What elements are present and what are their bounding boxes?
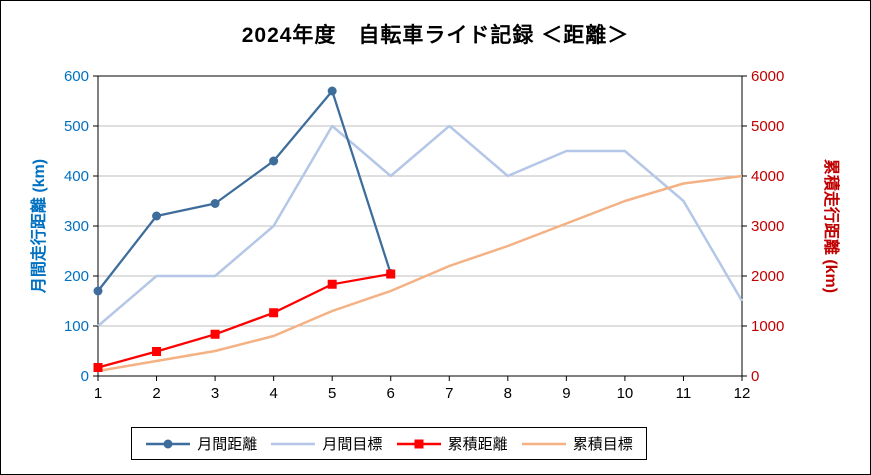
x-axis-tick-label: 9 bbox=[562, 385, 570, 402]
left-axis-tick-label: 300 bbox=[64, 218, 89, 235]
series-月間距離 bbox=[93, 86, 396, 296]
series-line bbox=[97, 272, 391, 369]
legend-item-月間目標: 月間目標 bbox=[270, 433, 382, 454]
series-月間目標 bbox=[97, 124, 744, 327]
x-axis-tick-label: 2 bbox=[152, 385, 160, 402]
x-axis-tick-label: 4 bbox=[269, 385, 277, 402]
legend-label: 累積目標 bbox=[572, 436, 633, 453]
legend-label: 月間距離 bbox=[197, 436, 258, 453]
x-axis-tick-label: 1 bbox=[94, 385, 102, 402]
series-累積目標 bbox=[97, 174, 743, 373]
x-axis-tick-label: 7 bbox=[445, 385, 453, 402]
square-marker bbox=[386, 269, 396, 279]
left-axis-tick-label: 100 bbox=[64, 318, 89, 335]
plot-border bbox=[97, 75, 743, 377]
square-marker bbox=[327, 279, 337, 289]
legend-label: 累積距離 bbox=[447, 436, 508, 453]
square-marker bbox=[210, 329, 220, 339]
circle-marker bbox=[269, 156, 279, 166]
series-line bbox=[97, 174, 743, 373]
right-axis-tick-label: 1000 bbox=[751, 318, 784, 335]
x-axis-tick-label: 8 bbox=[504, 385, 512, 402]
legend-label: 月間目標 bbox=[322, 436, 383, 453]
legend: 月間距離 月間目標 累積距離 累積目標 bbox=[131, 427, 647, 460]
chart-title: 2024年度 自転車ライド記録 ＜距離＞ bbox=[241, 24, 630, 47]
legend-item-累積目標: 累積目標 bbox=[521, 433, 633, 454]
left-axis-tick-label: 0 bbox=[81, 368, 89, 385]
circle-marker bbox=[327, 86, 337, 96]
x-axis-tick-label: 11 bbox=[676, 385, 692, 402]
square-marker bbox=[269, 308, 279, 318]
x-axis-tick-label: 12 bbox=[734, 385, 751, 402]
right-axis-tick-label: 3000 bbox=[751, 218, 784, 235]
right-axis-tick-label: 5000 bbox=[751, 118, 784, 135]
right-axis-tick-label: 2000 bbox=[751, 268, 784, 285]
series-累積距離 bbox=[93, 269, 396, 372]
circle-marker bbox=[93, 286, 103, 296]
right-axis-tick-label: 0 bbox=[751, 368, 759, 385]
legend-square-symbol bbox=[396, 439, 441, 448]
circle-marker bbox=[210, 199, 220, 208]
x-axis-tick-label: 3 bbox=[211, 385, 219, 402]
legend-item-月間距離: 月間距離 bbox=[145, 433, 257, 454]
left-axis-tick-label: 600 bbox=[64, 68, 89, 85]
x-axis-tick-label: 6 bbox=[387, 385, 395, 402]
legend-line-symbol bbox=[271, 442, 316, 445]
left-axis-tick-label: 200 bbox=[64, 268, 89, 285]
square-marker bbox=[152, 347, 162, 356]
right-axis-tick-label: 6000 bbox=[751, 68, 784, 85]
series-line bbox=[97, 124, 744, 327]
square-marker bbox=[93, 363, 103, 372]
legend-circle-symbol bbox=[146, 439, 191, 448]
legend-item-累積距離: 累積距離 bbox=[396, 433, 508, 454]
legend-line-symbol bbox=[521, 442, 566, 445]
right-axis-tick-label: 4000 bbox=[751, 168, 784, 185]
left-axis-tick-label: 400 bbox=[64, 168, 89, 185]
circle-marker bbox=[152, 211, 162, 221]
x-axis-tick-label: 10 bbox=[617, 385, 634, 402]
left-axis-tick-label: 500 bbox=[64, 118, 89, 135]
series-line bbox=[97, 89, 392, 292]
x-axis-tick-label: 5 bbox=[328, 385, 336, 402]
